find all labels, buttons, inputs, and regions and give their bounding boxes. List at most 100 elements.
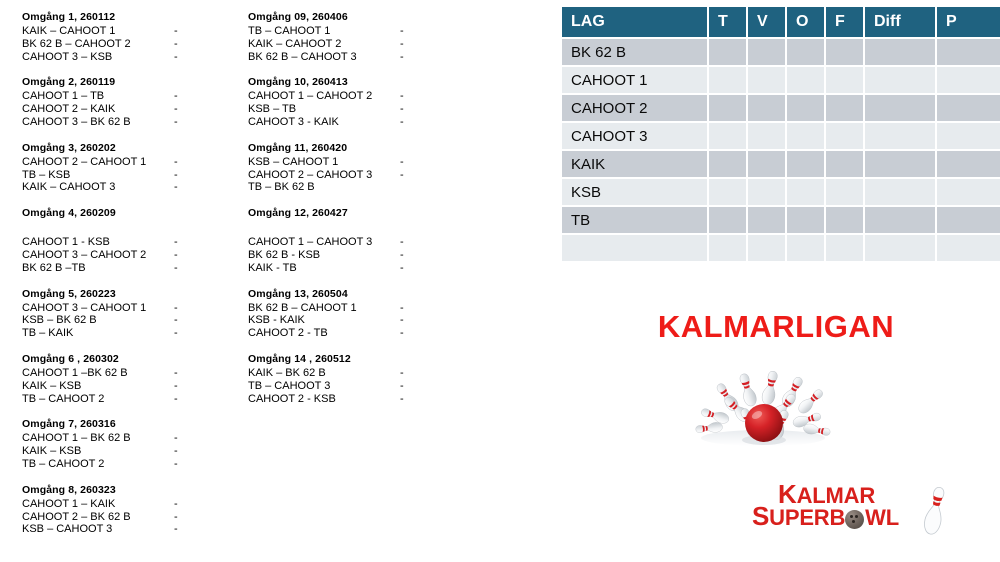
match-row: TB – BK 62 B	[248, 181, 508, 194]
match-result[interactable]: -	[174, 314, 178, 327]
standings-cell-lag: CAHOOT 1	[562, 67, 707, 93]
standings-cell-f	[826, 39, 863, 65]
standings-header-v[interactable]: V	[748, 7, 785, 37]
standings-cell-diff	[865, 179, 935, 205]
standings-cell-o	[787, 179, 824, 205]
standings-header-lag[interactable]: LAG	[562, 7, 707, 37]
standings-cell-v	[748, 95, 785, 121]
match-row: CAHOOT 2 – CAHOOT 1 -	[22, 156, 282, 169]
match-result[interactable]: -	[174, 366, 178, 379]
logo-line-superbowl: SUPERB WL	[752, 503, 899, 530]
match-teams: CAHOOT 2 – CAHOOT 1	[22, 155, 147, 168]
match-result[interactable]: -	[400, 261, 404, 274]
match-result[interactable]: -	[400, 25, 404, 37]
round-block: Omgång 7, 260316 CAHOOT 1 – BK 62 B - KAIK …	[22, 417, 282, 470]
match-result[interactable]: -	[174, 155, 178, 168]
match-row: KAIK – CAHOOT 2 -	[248, 38, 508, 51]
match-teams: CAHOOT 2 – CAHOOT 3	[248, 168, 373, 181]
match-result[interactable]: -	[400, 37, 404, 50]
standings-header-f[interactable]: F	[826, 7, 863, 37]
match-result[interactable]: -	[174, 497, 178, 510]
match-row: TB – CAHOOT 2 -	[22, 393, 282, 406]
standings-cell-o	[787, 151, 824, 177]
match-result[interactable]: -	[400, 314, 404, 327]
match-result[interactable]: -	[174, 115, 178, 128]
match-result[interactable]: -	[174, 457, 178, 470]
match-result[interactable]: -	[400, 90, 404, 103]
standings-header-o[interactable]: O	[787, 7, 824, 37]
round-block: Omgång 09, 260406 TB – CAHOOT 1- KAIK – CA…	[248, 10, 508, 63]
match-result[interactable]: -	[400, 103, 404, 116]
match-result[interactable]: -	[174, 90, 178, 103]
logo-superbowl-pre: UPERB	[769, 505, 846, 530]
match-result[interactable]: -	[174, 510, 178, 523]
standings-cell-p	[937, 207, 1000, 233]
match-result[interactable]: -	[174, 168, 178, 181]
match-result[interactable]: -	[174, 432, 178, 445]
round-title: Omgång 12, 260427	[248, 207, 348, 220]
match-row: KSB - KAIK -	[248, 314, 508, 327]
match-result[interactable]: -	[400, 392, 404, 405]
standings-row[interactable]	[562, 235, 1000, 261]
match-row: CAHOOT 3 – KSB -	[22, 51, 282, 64]
match-teams: CAHOOT 2 – KAIK	[22, 103, 116, 116]
match-row: CAHOOT 3 – CAHOOT 1 -	[22, 302, 282, 315]
standings-header-t[interactable]: T	[709, 7, 746, 37]
standings-cell-p	[937, 179, 1000, 205]
standings-cell-t	[709, 39, 746, 65]
standings-cell-lag: TB	[562, 207, 707, 233]
match-teams: BK 62 B –TB	[22, 261, 86, 274]
match-result[interactable]: -	[400, 155, 404, 168]
match-row: CAHOOT 1 – KAIK -	[22, 498, 282, 511]
match-row: BK 62 B - KSB -	[248, 249, 508, 262]
standings-row[interactable]: BK 62 B	[562, 39, 1000, 65]
match-teams: KSB – CAHOOT 3	[22, 523, 113, 536]
round-block: Omgång 12, 260427 CAHOOT 1 – CAHOOT 3- BK …	[248, 206, 508, 274]
match-result[interactable]: -	[400, 248, 404, 261]
match-result[interactable]: -	[400, 379, 404, 392]
standings-cell-f	[826, 95, 863, 121]
match-row: TB – CAHOOT 2 -	[22, 458, 282, 471]
match-result[interactable]: -	[400, 50, 404, 63]
match-result[interactable]: -	[174, 25, 178, 37]
round-block: Omgång 2, 260119 CAHOOT 1 – TB - CAHOOT 2 –…	[22, 75, 282, 128]
match-result[interactable]: -	[174, 327, 178, 340]
standings-cell-o	[787, 39, 824, 65]
match-result[interactable]: -	[174, 181, 178, 194]
standings-cell-v	[748, 207, 785, 233]
match-result[interactable]: -	[174, 392, 178, 405]
match-result[interactable]: -	[174, 301, 178, 314]
match-result[interactable]: -	[174, 50, 178, 63]
standings-cell-v	[748, 235, 785, 261]
match-teams: KSB – CAHOOT 1	[248, 155, 339, 168]
match-result[interactable]: -	[400, 236, 404, 249]
match-result[interactable]: -	[174, 523, 178, 536]
match-result[interactable]: -	[174, 236, 178, 249]
match-result[interactable]: -	[174, 103, 178, 116]
match-result[interactable]: -	[174, 37, 178, 50]
match-result[interactable]: -	[400, 301, 404, 314]
standings-header-diff[interactable]: Diff	[865, 7, 935, 37]
kalmar-superbowl-logo[interactable]: KALMAR SUPERB WL	[752, 481, 952, 550]
match-result[interactable]: -	[174, 379, 178, 392]
standings-cell-o	[787, 95, 824, 121]
match-result[interactable]: -	[400, 327, 404, 340]
match-result[interactable]: -	[174, 445, 178, 458]
match-row: KAIK – CAHOOT 1 -	[22, 25, 282, 38]
match-result[interactable]: -	[174, 261, 178, 274]
standings-row[interactable]: CAHOOT 3	[562, 123, 1000, 149]
standings-row[interactable]: CAHOOT 2	[562, 95, 1000, 121]
standings-cell-f	[826, 179, 863, 205]
match-result[interactable]: -	[174, 248, 178, 261]
match-result[interactable]: -	[400, 366, 404, 379]
match-row: KSB – CAHOOT 1 -	[248, 156, 508, 169]
standings-header-p[interactable]: P	[937, 7, 1000, 37]
standings-row[interactable]: KSB	[562, 179, 1000, 205]
round-title: Omgång 11, 260420	[248, 141, 348, 154]
standings-row[interactable]: KAIK	[562, 151, 1000, 177]
standings-row[interactable]: TB	[562, 207, 1000, 233]
match-result[interactable]: -	[400, 168, 404, 181]
league-title: KALMARLIGAN	[657, 309, 895, 344]
match-result[interactable]: -	[400, 115, 404, 128]
standings-row[interactable]: CAHOOT 1	[562, 67, 1000, 93]
